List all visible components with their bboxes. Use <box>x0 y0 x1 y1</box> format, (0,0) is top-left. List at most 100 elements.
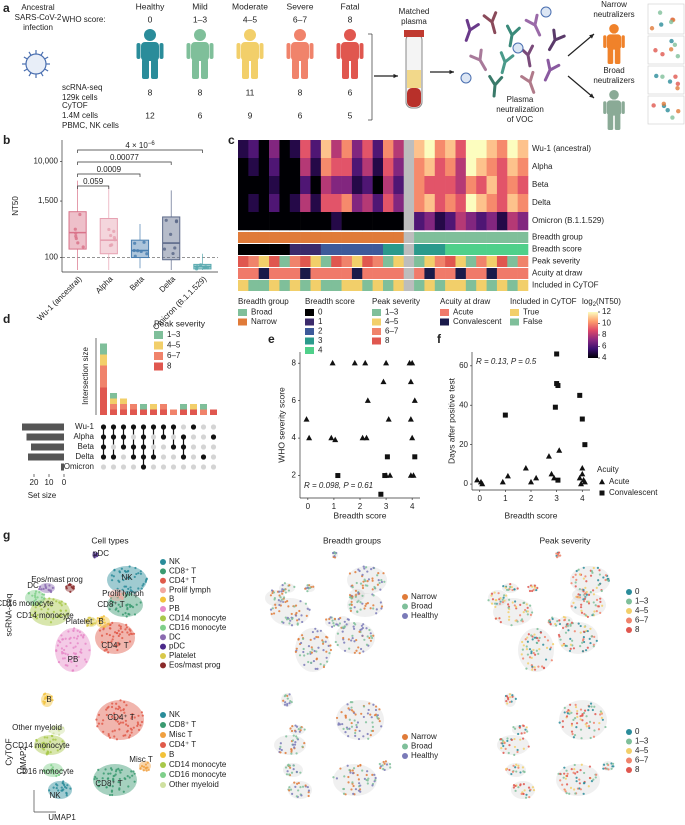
umap-cell <box>374 776 377 780</box>
umap-cell <box>92 618 95 621</box>
umap-cell <box>357 591 360 595</box>
umap-cell <box>522 724 525 728</box>
matrix-dot-empty <box>200 424 207 430</box>
point <box>306 434 313 441</box>
track-cell <box>507 232 518 243</box>
umap-cell <box>576 715 579 719</box>
umap-cell <box>113 735 116 738</box>
umap-cell <box>38 588 41 591</box>
umap-cell <box>139 570 142 573</box>
jitter-dot <box>203 266 207 270</box>
umap-cell <box>584 649 588 652</box>
umap-cell <box>572 736 576 739</box>
umap-cell <box>498 617 501 620</box>
umap-cell <box>518 724 521 728</box>
umap-cell <box>582 599 586 603</box>
umap-cell <box>294 614 298 617</box>
legend-swatch <box>510 318 519 326</box>
track-cell <box>300 256 311 267</box>
jitter-dot <box>136 249 140 253</box>
umap-cell <box>389 766 392 769</box>
umap-cell <box>343 641 346 644</box>
umap-cell <box>313 637 316 640</box>
umap-cell <box>573 763 576 767</box>
umap-cell <box>578 588 581 591</box>
heat-cell <box>248 212 260 231</box>
track-cell <box>269 232 280 243</box>
legend-label: 1–3 <box>635 597 649 606</box>
umap-cell <box>333 617 337 621</box>
point <box>385 416 392 422</box>
umap-cell <box>128 603 132 606</box>
umap-cell <box>583 781 586 784</box>
comparison-text: 4 × 10 <box>125 141 148 150</box>
row-label: Beta <box>532 180 549 189</box>
person-body <box>141 42 159 61</box>
heat-cell <box>258 158 270 177</box>
heat-cell <box>414 176 425 195</box>
comparison-label: 0.059 <box>83 177 104 186</box>
umap-cell <box>42 597 46 600</box>
umap-cell <box>500 747 503 750</box>
umap-cell <box>42 700 45 703</box>
umap-cell <box>306 590 309 593</box>
umap-cell <box>511 588 514 592</box>
umap-cell <box>533 666 536 669</box>
umap-cell <box>303 654 306 657</box>
umap-cell <box>118 769 121 772</box>
jitter-dot <box>78 212 82 217</box>
track-cell <box>455 256 467 267</box>
umap-cell <box>383 580 386 583</box>
umap-cell <box>116 648 119 652</box>
umap-cell <box>369 607 372 610</box>
umap-cell <box>506 696 510 700</box>
legend-label: B <box>169 595 174 604</box>
virus-spike <box>40 72 44 77</box>
colorbar-title-part: log <box>582 297 593 306</box>
umap-cell <box>125 704 128 707</box>
umap-cell <box>579 718 582 721</box>
umap-cell <box>113 644 117 647</box>
heat-cell <box>341 140 353 159</box>
track-cell <box>331 232 342 243</box>
mini-dot <box>668 19 674 25</box>
heat-cell <box>414 140 425 159</box>
umap-cell <box>119 593 123 596</box>
antibody <box>548 28 566 52</box>
umap-cell <box>602 576 605 579</box>
umap-cell <box>353 622 356 625</box>
cluster-label: CD4⁺ T <box>101 641 128 650</box>
umap-cell <box>134 566 137 570</box>
matrix-dot <box>180 434 187 440</box>
umap-cell <box>511 694 514 697</box>
umap-cell <box>361 584 364 587</box>
narrow-label: neutralizers <box>593 10 634 19</box>
track-cell <box>496 244 508 255</box>
legend-label: B <box>169 750 174 759</box>
umap-cell <box>569 786 573 789</box>
umap-cell <box>535 649 538 652</box>
track-cell <box>393 280 405 291</box>
umap-cell <box>587 709 590 712</box>
umap-cell <box>598 573 601 576</box>
umap-cell <box>585 725 588 728</box>
umap-cell <box>60 650 64 654</box>
umap-cell <box>297 618 301 621</box>
umap-cluster <box>48 781 72 799</box>
umap-cell <box>565 792 568 795</box>
umap-cell <box>366 732 369 736</box>
umap-cell <box>38 591 41 594</box>
umap-cell <box>129 586 132 589</box>
umap-cell <box>355 581 358 585</box>
umap-cell <box>74 645 77 648</box>
heat-cell <box>269 194 280 213</box>
umap-cell <box>97 722 101 725</box>
arrow-head <box>589 93 594 98</box>
umap-cell <box>126 631 129 634</box>
heat-cell <box>362 158 373 177</box>
heat-cell <box>341 194 353 213</box>
umap-cell <box>61 657 65 660</box>
umap-cell <box>77 655 80 658</box>
umap-cell <box>60 768 63 771</box>
heat-cell <box>310 194 322 213</box>
